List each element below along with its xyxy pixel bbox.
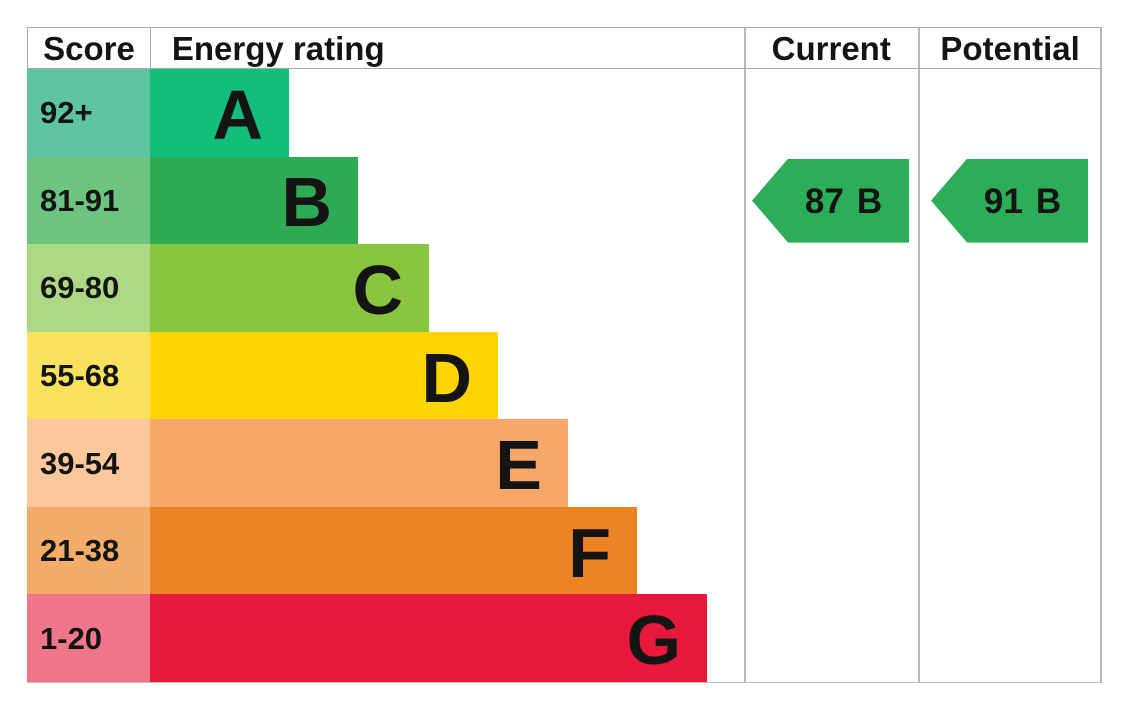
- rating-row-f: 21-38 F: [27, 506, 744, 595]
- current-column-divider: [744, 27, 746, 683]
- score-range: 92+: [27, 69, 150, 157]
- rating-letter: G: [626, 601, 681, 680]
- rating-bar-f: F: [150, 506, 637, 595]
- rating-letter: A: [212, 75, 263, 154]
- rating-rows: 92+ A 81-91 B 69-80 C 55-68 D 39-54 E 21-38 F 1-20 G: [27, 69, 744, 683]
- chart-body: 92+ A 81-91 B 69-80 C 55-68 D 39-54 E 21-38 F 1-20 G …: [27, 69, 1102, 683]
- rating-bar-c: C: [150, 244, 429, 332]
- header-score: Score: [28, 28, 151, 68]
- rating-bar-d: D: [150, 331, 498, 420]
- score-range: 39-54: [27, 419, 150, 507]
- rating-letter: D: [421, 338, 472, 417]
- potential-rating-arrow: 91 B: [931, 158, 1088, 243]
- rating-letter: B: [281, 163, 332, 242]
- header-potential: Potential: [940, 29, 1080, 67]
- rating-row-c: 69-80 C: [27, 244, 744, 332]
- current-rating-arrow: 87 B: [752, 158, 909, 243]
- rating-bar-g: G: [150, 594, 707, 683]
- score-range: 69-80: [27, 244, 150, 332]
- header-energy-rating: Energy rating: [171, 29, 385, 67]
- score-range: 1-20: [27, 594, 150, 683]
- score-range: 21-38: [27, 506, 150, 595]
- potential-rating-value: 91: [983, 182, 1023, 222]
- chart-header-row: Score Energy rating Current Potential: [27, 27, 1102, 69]
- rating-letter: F: [568, 513, 611, 592]
- rating-row-b: 81-91 B: [27, 156, 744, 245]
- rating-letter: C: [352, 250, 403, 329]
- rating-letter: E: [495, 426, 542, 505]
- rating-row-e: 39-54 E: [27, 419, 744, 507]
- score-range: 55-68: [27, 331, 150, 420]
- score-range: 81-91: [27, 156, 150, 245]
- header-current: Current: [771, 29, 891, 67]
- rating-bar-a: A: [150, 69, 289, 157]
- epc-rating-chart: Score Energy rating Current Potential 92…: [27, 27, 1102, 683]
- potential-rating-band-letter: B: [1035, 182, 1062, 222]
- rating-row-a: 92+ A: [27, 69, 744, 157]
- rating-bar-e: E: [150, 419, 568, 507]
- chart-right-border: [1100, 27, 1102, 683]
- current-rating-value: 87: [804, 182, 844, 222]
- rating-bar-b: B: [150, 156, 358, 245]
- current-rating-band-letter: B: [856, 182, 883, 222]
- rating-row-d: 55-68 D: [27, 331, 744, 420]
- potential-column-divider: [918, 27, 920, 683]
- rating-row-g: 1-20 G: [27, 594, 744, 683]
